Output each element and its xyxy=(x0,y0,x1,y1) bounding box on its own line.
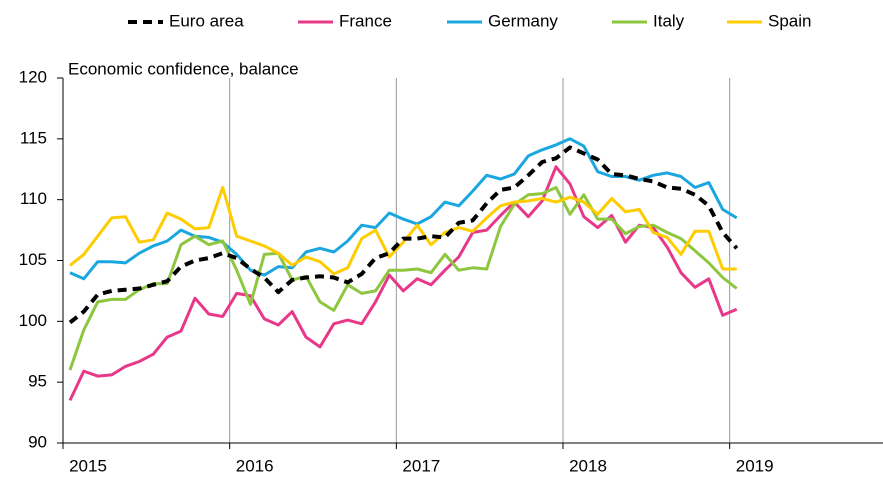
series-line xyxy=(69,186,737,276)
legend-label: Germany xyxy=(488,11,558,30)
x-tick-label: 2015 xyxy=(69,456,107,475)
legend-label: Spain xyxy=(768,11,811,30)
x-tick-label: 2017 xyxy=(402,456,440,475)
y-tick-label: 115 xyxy=(20,128,47,147)
y-tick-label: 105 xyxy=(19,250,47,269)
series-line xyxy=(68,165,738,402)
series-line xyxy=(69,137,738,281)
x-tick-label: 2019 xyxy=(736,456,774,475)
legend-label: Euro area xyxy=(169,11,244,30)
series-line xyxy=(68,186,738,371)
x-tick-label: 2016 xyxy=(236,456,274,475)
y-tick-label: 120 xyxy=(19,67,47,86)
y-tick-label: 90 xyxy=(28,432,47,451)
axis-annotation: Economic confidence, balance xyxy=(68,59,299,78)
legend-label: Italy xyxy=(653,11,685,30)
x-tick-label: 2018 xyxy=(569,456,607,475)
y-tick-label: 100 xyxy=(19,311,47,330)
y-tick-label: 110 xyxy=(20,189,47,208)
legend-label: France xyxy=(339,11,392,30)
y-tick-label: 95 xyxy=(28,372,47,391)
series-line xyxy=(68,145,739,325)
